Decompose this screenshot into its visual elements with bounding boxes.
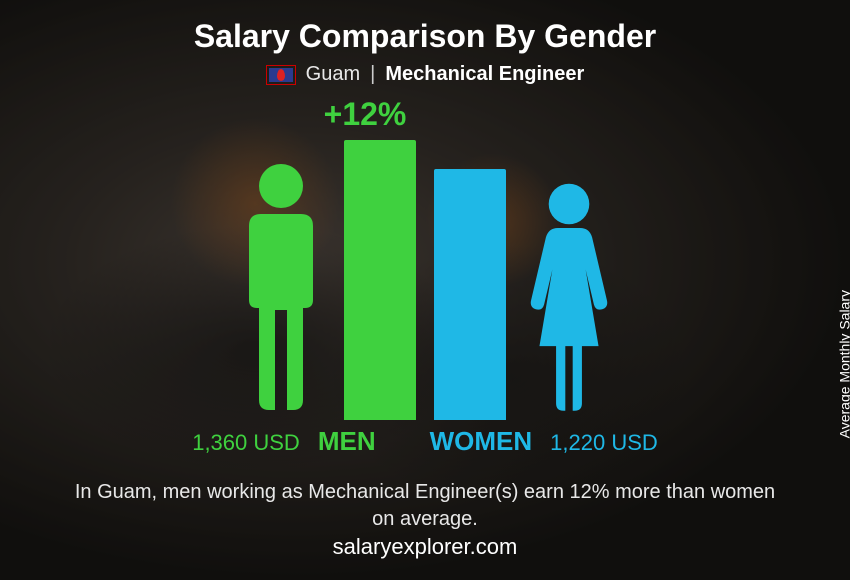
value-labels-row: 1,360 USD MEN WOMEN 1,220 USD — [192, 426, 658, 457]
female-bar-col — [434, 169, 506, 420]
subtitle-row: Guam | Mechanical Engineer — [266, 63, 585, 86]
percent-difference-label: +12% — [324, 96, 407, 133]
job-title: Mechanical Engineer — [385, 63, 584, 86]
male-category-label: MEN — [318, 426, 376, 457]
bar-chart: +12% — [236, 100, 614, 420]
y-axis-label: Average Monthly Salary — [836, 290, 850, 438]
source-attribution: salaryexplorer.com — [0, 534, 850, 560]
country-label: Guam — [306, 63, 360, 86]
separator: | — [370, 63, 375, 86]
guam-flag-icon — [266, 65, 296, 85]
female-person-icon — [524, 180, 614, 420]
male-person-icon — [236, 160, 326, 420]
page-title: Salary Comparison By Gender — [194, 18, 656, 55]
male-icon-col — [236, 160, 326, 420]
male-bar-col — [344, 140, 416, 420]
description-text: In Guam, men working as Mechanical Engin… — [65, 479, 785, 533]
male-value: 1,360 USD — [192, 430, 300, 456]
female-icon-col — [524, 180, 614, 420]
male-bar — [344, 140, 416, 420]
female-category-label: WOMEN — [430, 426, 533, 457]
infographic-content: Salary Comparison By Gender Guam | Mecha… — [0, 0, 850, 580]
female-bar — [434, 169, 506, 420]
female-value: 1,220 USD — [550, 430, 658, 456]
